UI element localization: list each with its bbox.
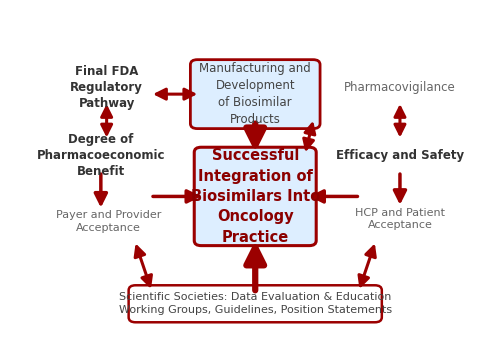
Text: Efficacy and Safety: Efficacy and Safety (336, 149, 464, 162)
Text: Successful
Integration of
Biosimilars Into
Oncology
Practice: Successful Integration of Biosimilars In… (191, 148, 320, 245)
Text: Manufacturing and
Development
of Biosimilar
Products: Manufacturing and Development of Biosimi… (199, 62, 311, 126)
Text: Payer and Provider
Acceptance: Payer and Provider Acceptance (56, 210, 161, 233)
Text: Pharmacovigilance: Pharmacovigilance (344, 80, 456, 94)
FancyBboxPatch shape (194, 147, 316, 246)
Text: Scientific Societies: Data Evaluation & Education
Working Groups, Guidelines, Po: Scientific Societies: Data Evaluation & … (119, 292, 392, 315)
FancyBboxPatch shape (190, 60, 320, 128)
FancyBboxPatch shape (128, 285, 382, 322)
Text: Degree of
Pharmacoeconomic
Benefit: Degree of Pharmacoeconomic Benefit (36, 133, 165, 178)
Text: Final FDA
Regulatory
Pathway: Final FDA Regulatory Pathway (70, 65, 143, 110)
Text: HCP and Patient
Acceptance: HCP and Patient Acceptance (355, 207, 445, 230)
